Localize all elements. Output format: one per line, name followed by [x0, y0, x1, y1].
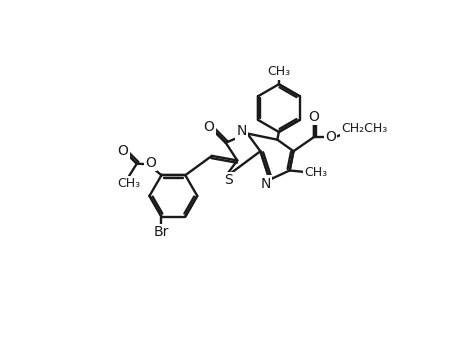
Text: O: O [325, 131, 336, 144]
Text: O: O [203, 120, 214, 134]
Text: O: O [145, 156, 156, 170]
Text: Br: Br [154, 225, 169, 239]
Text: O: O [308, 110, 319, 124]
Text: N: N [237, 124, 247, 138]
Text: O: O [118, 143, 128, 157]
Text: CH₃: CH₃ [118, 177, 141, 190]
Text: N: N [261, 177, 271, 191]
Text: CH₂CH₃: CH₂CH₃ [341, 122, 388, 135]
Text: CH₃: CH₃ [304, 165, 328, 178]
Text: S: S [224, 173, 232, 187]
Text: CH₃: CH₃ [267, 65, 290, 79]
